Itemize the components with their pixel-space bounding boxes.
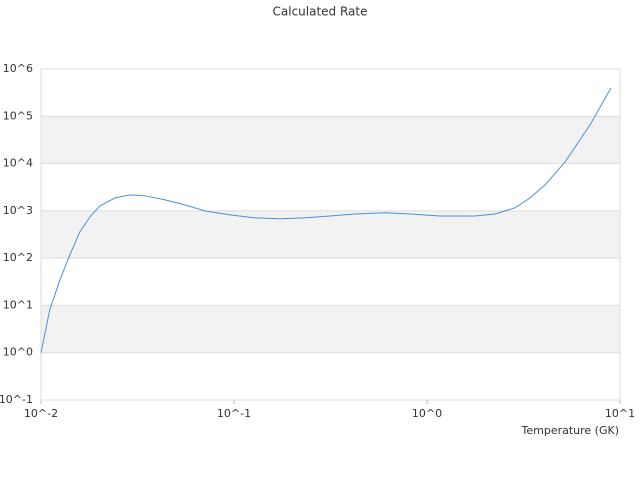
x-tick-label: 10^0 [412,407,442,420]
grid-band [41,210,620,259]
x-tick-label: 10^1 [605,407,635,420]
plot-border [40,68,621,401]
y-tick-label: 10^3 [3,204,33,217]
y-tick-label: 10^-1 [0,393,33,406]
data-line [40,87,612,353]
x-tick-label: 10^-1 [217,407,251,420]
chart-title: Calculated Rate [273,5,368,19]
y-tick-label: 10^1 [3,298,33,311]
x-axis-label: Temperature (GK) [521,424,620,437]
grid-band [41,116,620,164]
x-tick-label: 10^-2 [24,407,58,420]
y-tick-label: 10^5 [3,109,33,122]
grid-band [41,305,620,353]
y-tick-label: 10^2 [3,251,33,264]
y-tick-label: 10^4 [3,157,33,170]
y-tick-label: 10^6 [3,62,33,75]
y-tick-label: 10^0 [3,346,33,359]
